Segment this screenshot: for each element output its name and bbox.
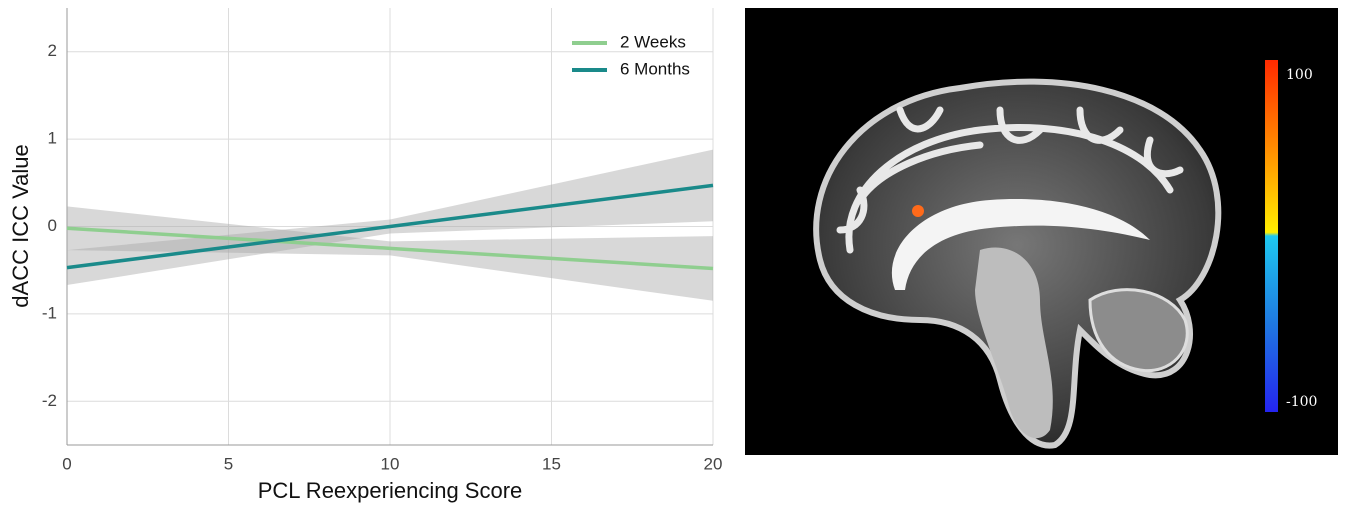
legend-label: 2 Weeks (620, 32, 686, 51)
page: -2-1012051015202 Weeks6 Months PCL Reexp… (0, 0, 1346, 508)
x-tick-label: 15 (542, 454, 561, 473)
colorbar (1265, 60, 1278, 412)
y-tick-label: 2 (48, 41, 57, 60)
colorbar-min-label: -100 (1286, 394, 1317, 410)
y-tick-label: -2 (42, 391, 57, 410)
x-tick-label: 5 (224, 454, 233, 473)
y-axis-title: dACC ICC Value (8, 144, 33, 307)
y-tick-label: -1 (42, 303, 57, 322)
brain-panel: 100 -100 (745, 8, 1338, 455)
x-tick-label: 10 (381, 454, 400, 473)
colorbar-max-label: 100 (1286, 67, 1313, 83)
x-tick-label: 20 (704, 454, 723, 473)
y-tick-label: 1 (48, 129, 57, 148)
x-tick-label: 0 (62, 454, 71, 473)
x-axis-title: PCL Reexperiencing Score (258, 478, 523, 503)
y-tick-label: 0 (48, 216, 57, 235)
activation-cluster (912, 205, 924, 217)
legend-label: 6 Months (620, 59, 690, 78)
